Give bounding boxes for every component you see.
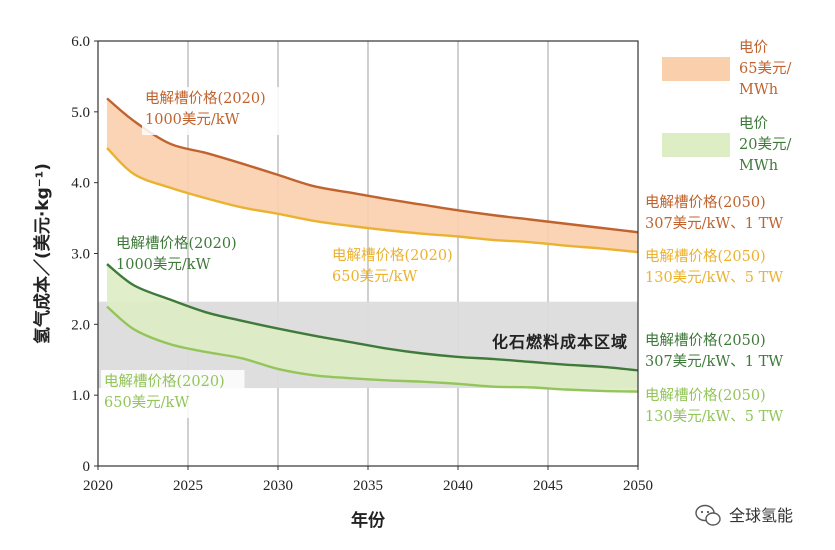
label-yellow-2050-line: 电解槽价格(2050) [645,248,766,265]
label-yellow-650-2020-line: 电解槽价格(2020) [332,247,453,264]
legend-swatch-0 [662,57,730,81]
label-orange-1000-2020-bg [142,87,286,135]
x-tick-label: 2045 [533,478,563,494]
wechat-icon [695,504,721,526]
label-yellow-650-2020-line: 650美元/kW [332,268,417,285]
watermark-text: 全球氢能 [729,506,793,525]
legend-text-1: MWh [739,158,778,174]
label-orange-1000-2020-line: 电解槽价格(2020) [145,90,266,107]
legend-text-1: 20美元/ [739,136,791,153]
watermark: 全球氢能 [695,504,793,526]
x-tick-label: 2030 [263,478,293,494]
label-orange-1000-2020-line: 1000美元/kW [145,111,240,128]
label-lightgreen-2050-line: 电解槽价格(2050) [645,387,766,404]
y-axis-title: 氢气成本／(美元·kg⁻¹) [32,163,53,344]
y-tick-label: 1.0 [71,388,90,404]
upper-line-1 [106,263,639,372]
legend-text-0: 电价 [739,39,768,56]
band-area-1 [107,264,638,392]
label-orange-2050-line: 307美元/kW、1 TW [645,215,783,232]
label-lightgreen-2050: 电解槽价格(2050) 130美元/kW、5 TW [645,387,783,425]
y-tick-label: 3.0 [71,247,90,263]
label-yellow-2050-line: 130美元/kW、5 TW [645,269,783,286]
label-darkgreen-1000-2020-line: 1000美元/kW [116,256,211,273]
upper-line-0 [106,97,639,234]
y-tick-label: 5.0 [71,105,90,121]
legend-text-0: 65美元/ [739,60,791,77]
label-darkgreen-2050-line: 电解槽价格(2050) [645,332,766,349]
legend-swatch-1 [662,133,730,157]
label-darkgreen-1000-2020: 电解槽价格(2020) 1000美元/kW [116,235,237,273]
label-lightgreen-650-2020-bg [101,370,245,418]
x-tick-label: 2050 [623,478,653,494]
y-tick-label: 6.0 [71,34,90,50]
lower-line-0 [106,147,639,254]
label-yellow-2050: 电解槽价格(2050) 130美元/kW、5 TW [645,248,783,286]
label-yellow-650-2020: 电解槽价格(2020) 650美元/kW [332,247,453,285]
legend-text-0: MWh [739,82,778,98]
cost-bands [106,97,639,393]
label-darkgreen-2050: 电解槽价格(2050) 307美元/kW、1 TW [645,332,783,370]
label-orange-2050: 电解槽价格(2050) 307美元/kW、1 TW [645,194,783,232]
legend-text-1: 电价 [739,115,768,132]
y-tick-label: 4.0 [71,176,90,192]
line-annotations: 电解槽价格(2020)1000美元/kW电解槽价格(2020)650美元/kW电… [101,87,783,425]
label-lightgreen-650-2020-line: 电解槽价格(2020) [104,373,225,390]
y-tick-label: 2.0 [71,317,90,333]
axis-ticks: 2020 2025 2030 2035 2040 2045 2050 0 1.0 2.0 3.0 4.… [71,34,653,494]
lower-line-1 [106,305,639,393]
x-tick-label: 2035 [353,478,383,494]
y-tick-label: 0 [83,459,91,475]
band-area-0 [107,98,638,253]
label-darkgreen-2050-line: 307美元/kW、1 TW [645,353,783,370]
x-tick-label: 2020 [83,478,113,494]
label-orange-2050-line: 电解槽价格(2050) [645,194,766,211]
x-axis-title: 年份 [351,510,386,531]
legend: 电价 65美元/MWh 电价 20美元/MWh [662,39,791,174]
label-orange-1000-2020: 电解槽价格(2020) 1000美元/kW [142,87,286,135]
label-lightgreen-650-2020: 电解槽价格(2020) 650美元/kW [101,370,245,418]
label-lightgreen-650-2020-line: 650美元/kW [104,394,189,411]
label-darkgreen-1000-2020-line: 电解槽价格(2020) [116,235,237,252]
x-tick-label: 2040 [443,478,473,494]
x-tick-label: 2025 [173,478,203,494]
label-lightgreen-2050-line: 130美元/kW、5 TW [645,408,783,425]
fossil-fuel-zone-label: 化石燃料成本区域 [492,333,628,352]
